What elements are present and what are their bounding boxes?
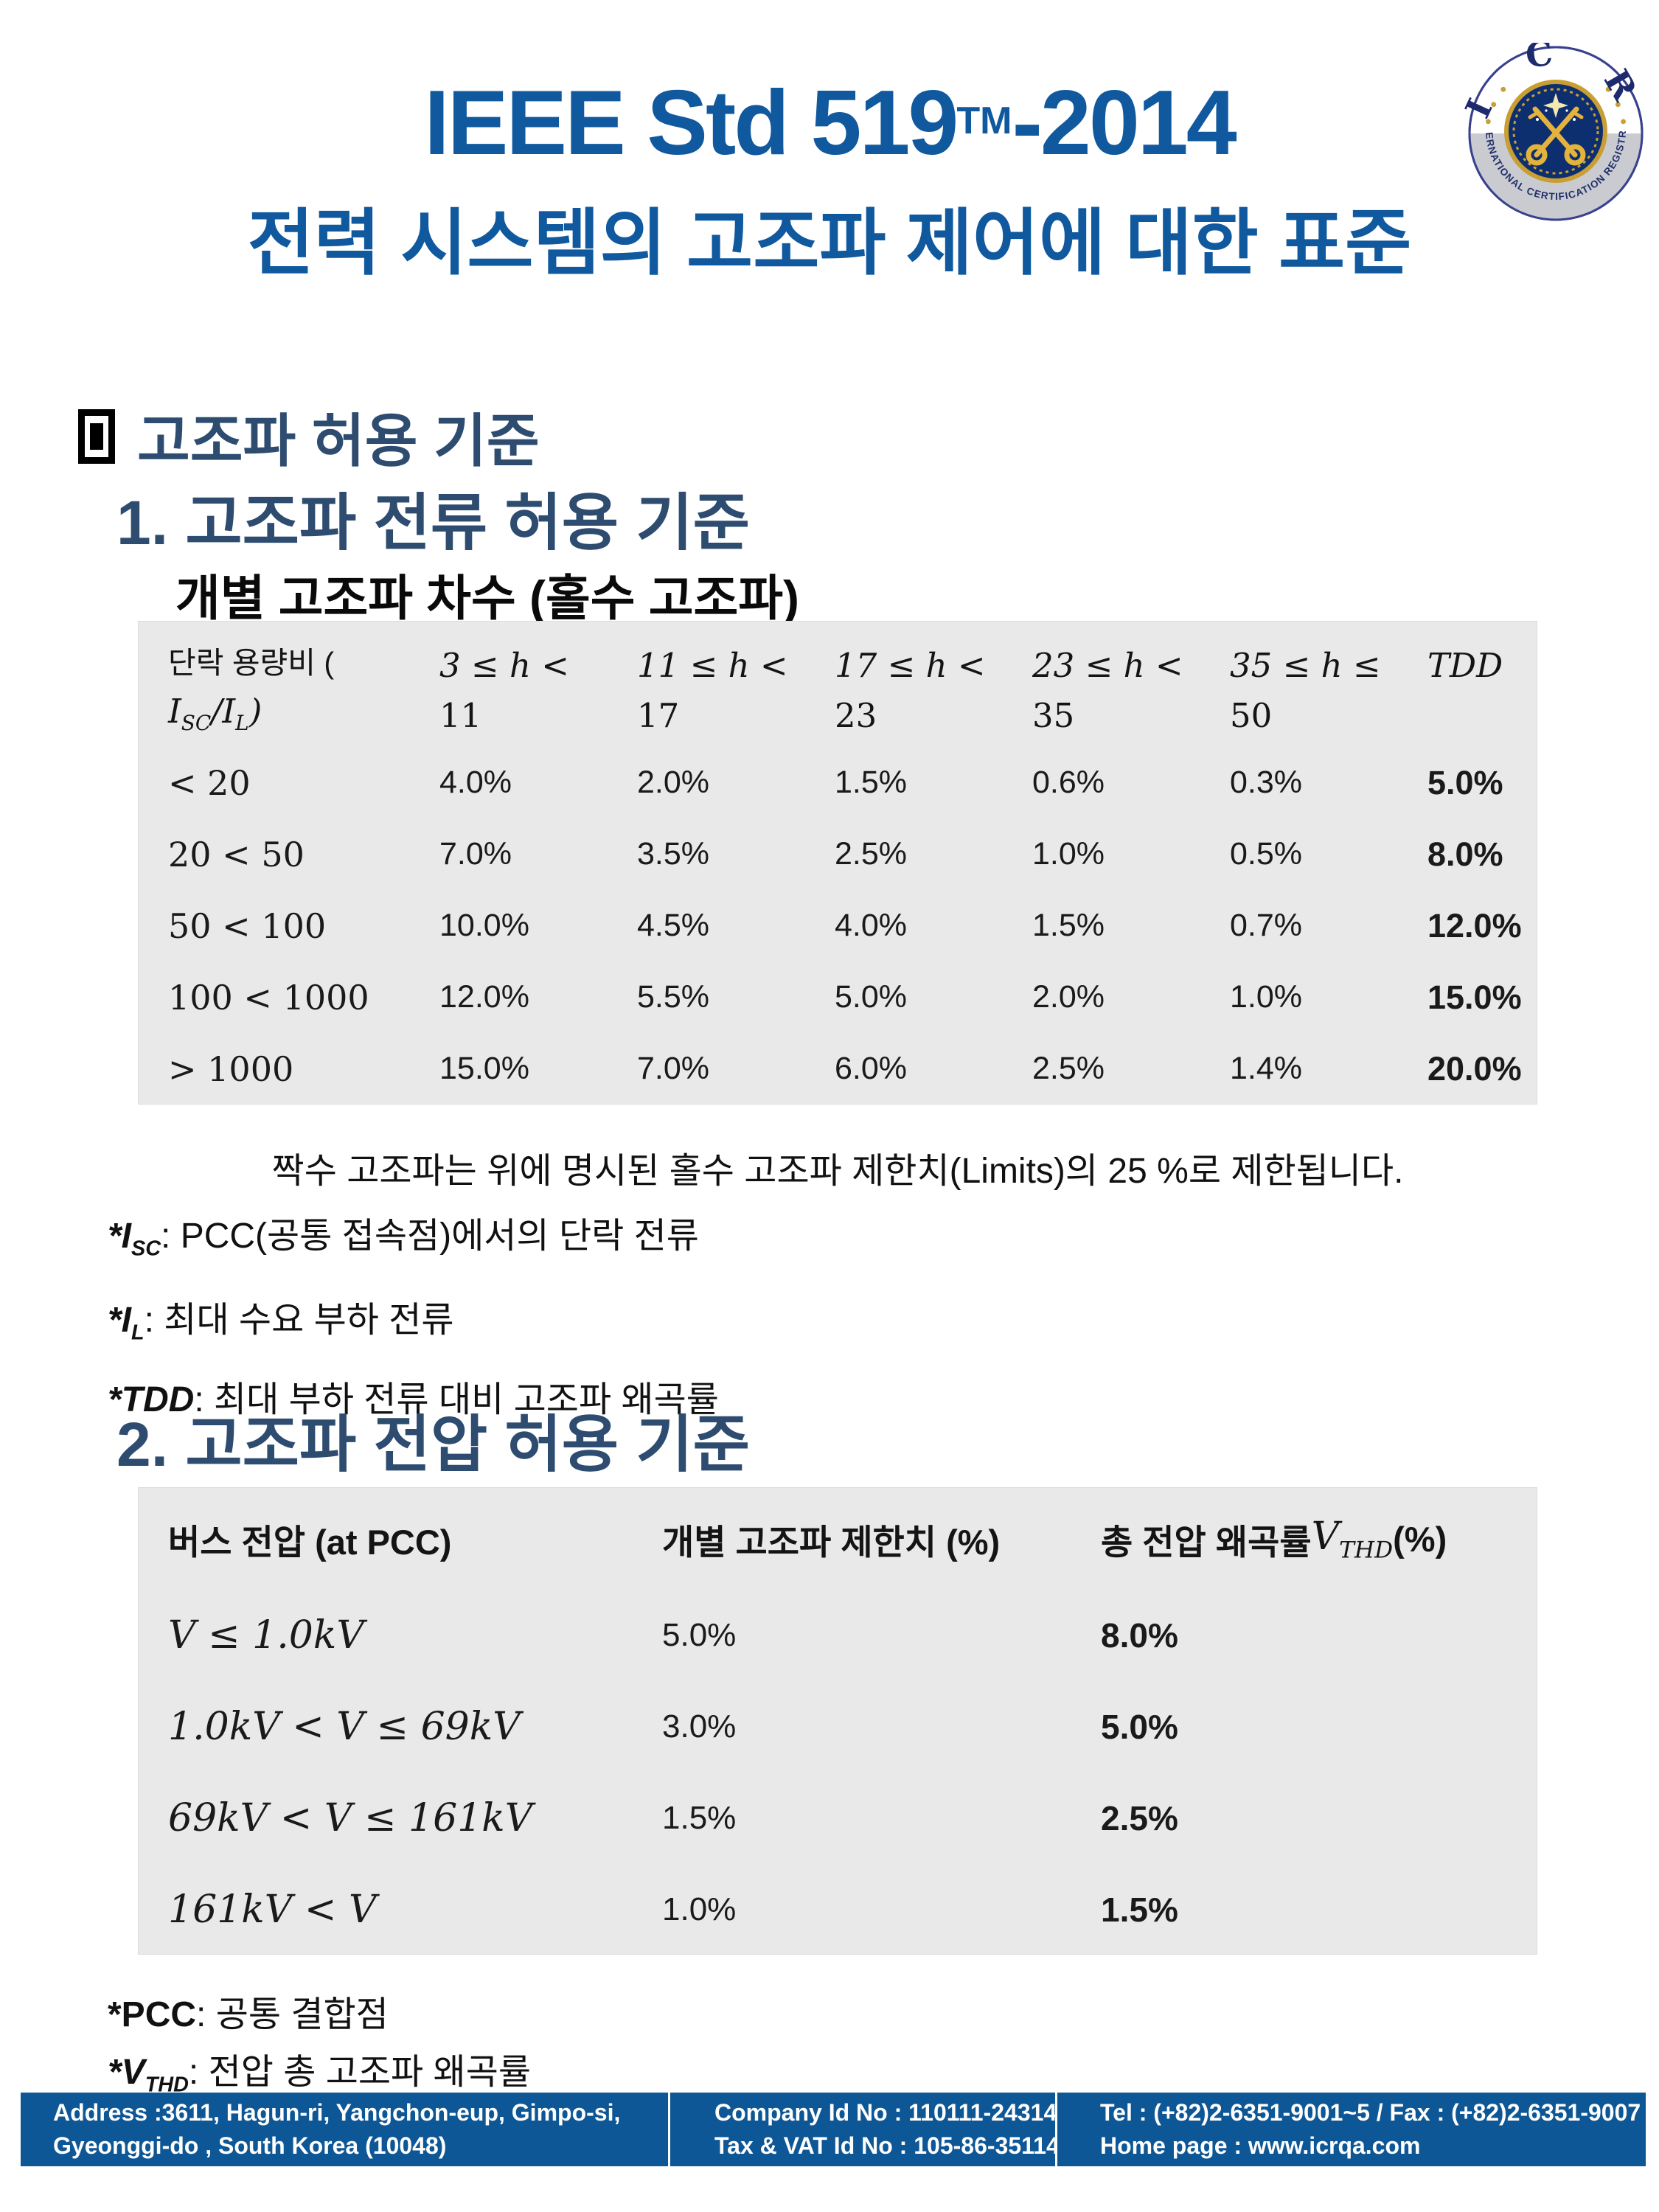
- t1-cell: 4.0%: [835, 908, 908, 943]
- t1-cell: 0.5%: [1230, 836, 1303, 872]
- t1-cell: 7.0%: [637, 1051, 710, 1086]
- t1-row-label: 100 < 1000: [168, 977, 369, 1018]
- section-heading-text: 고조파 허용 기준: [137, 408, 540, 473]
- square-bullet-icon: [78, 409, 115, 464]
- t1-cell: 2.0%: [1032, 979, 1105, 1015]
- t1-cell: 15.0%: [439, 1051, 529, 1086]
- t1-cell: 2.5%: [835, 836, 908, 872]
- t1-cell: 0.3%: [1230, 765, 1303, 800]
- t2-row-label: 161kV < V: [168, 1888, 377, 1932]
- t1-header-ratio: 단락 용량비 ( ISC/IL): [168, 646, 335, 735]
- t1-cell: 1.5%: [835, 765, 908, 800]
- page-title: IEEE Std 519TM-2014: [0, 71, 1659, 175]
- footer-tel-fax: Tel : (+82)2-6351-9001~5 / Fax : (+82)2-…: [1100, 2099, 1641, 2126]
- t1-header-col: 11 ≤ h <17: [637, 646, 788, 735]
- t1-cell-tdd: 20.0%: [1427, 1049, 1522, 1088]
- t2-header-vthd: 총 전압 왜곡률 VTHD (%): [1101, 1514, 1447, 1564]
- footer-homepage: Home page : www.icrqa.com: [1100, 2132, 1421, 2159]
- t2-header-individual: 개별 고조파 제한치 (%): [662, 1522, 1001, 1562]
- harmonic-voltage-limits-table: 버스 전압 (at PCC) 개별 고조파 제한치 (%) 총 전압 왜곡률 V…: [138, 1487, 1537, 1955]
- t1-cell: 3.5%: [637, 836, 710, 872]
- section-1-subheading: 개별 고조파 차수 (홀수 고조파): [175, 571, 799, 625]
- footer-company-id: Company Id No : 110111-243147: [714, 2099, 1057, 2126]
- t1-cell: 1.0%: [1032, 836, 1105, 872]
- t2-header-bus: 버스 전압 (at PCC): [168, 1522, 452, 1562]
- page-subtitle: 전력 시스템의 고조파 제어에 대한 표준: [247, 202, 1412, 283]
- footnote-pcc: *PCC: 공통 결합점: [108, 1995, 389, 2034]
- t2-cell-vthd: 8.0%: [1101, 1616, 1178, 1655]
- t1-header-col: 35 ≤ h ≤50: [1230, 646, 1381, 735]
- harmonic-current-limits-table: 단락 용량비 ( ISC/IL) 3 ≤ h <11 11 ≤ h <17 17…: [138, 621, 1537, 1105]
- section-1-heading: 1. 고조파 전류 허용 기준: [116, 488, 750, 557]
- t2-row-label: 69kV < V ≤ 161kV: [168, 1796, 533, 1840]
- t1-cell-tdd: 5.0%: [1427, 763, 1503, 801]
- t1-cell: 2.5%: [1032, 1051, 1105, 1086]
- section-2-heading: 2. 고조파 전압 허용 기준: [116, 1410, 750, 1479]
- t2-row-label: V ≤ 1.0kV: [168, 1613, 364, 1658]
- t1-cell: 12.0%: [439, 979, 529, 1015]
- t1-cell: 2.0%: [637, 765, 710, 800]
- t1-cell: 5.0%: [835, 979, 908, 1015]
- t1-cell-tdd: 8.0%: [1427, 835, 1503, 873]
- t1-cell: 7.0%: [439, 836, 512, 872]
- t2-cell-vthd: 2.5%: [1101, 1799, 1178, 1837]
- t1-cell: 6.0%: [835, 1051, 908, 1086]
- title-main: IEEE Std 519: [424, 72, 959, 174]
- trademark-superscript: TM: [956, 100, 1012, 142]
- footnote-vthd: *VTHD: 전압 총 고조파 왜곡률: [108, 2053, 532, 2097]
- footer-contact: Tel : (+82)2-6351-9001~5 / Fax : (+82)2-…: [1057, 2093, 1646, 2166]
- t1-header-col: 23 ≤ h <35: [1032, 646, 1183, 735]
- t2-row-label: 1.0kV < V ≤ 69kV: [168, 1705, 521, 1749]
- title-year: -2014: [1012, 72, 1237, 174]
- footer-tax-id: Tax & VAT Id No : 105-86-35114: [714, 2132, 1057, 2159]
- t1-cell: 5.5%: [637, 979, 710, 1015]
- t2-cell-vthd: 1.5%: [1101, 1891, 1178, 1929]
- t1-cell-tdd: 12.0%: [1427, 906, 1522, 945]
- t2-cell-limit: 3.0%: [662, 1708, 737, 1745]
- t1-header-tdd: TDD: [1427, 646, 1503, 685]
- footer-address: Address :3611, Hagun-ri, Yangchon-eup, G…: [21, 2093, 668, 2166]
- t1-row-label: > 1000: [168, 1048, 294, 1089]
- footnote-isc: *ISC: PCC(공통 접속점)에서의 단락 전류: [108, 1217, 699, 1261]
- t1-cell: 1.5%: [1032, 908, 1105, 943]
- footer-bar: Address :3611, Hagun-ri, Yangchon-eup, G…: [21, 2093, 1646, 2166]
- t2-cell-limit: 1.0%: [662, 1891, 737, 1927]
- logo-ring-stars: [1486, 86, 1626, 125]
- t1-cell: 0.6%: [1032, 765, 1105, 800]
- footer-address-line1: Address :3611, Hagun-ri, Yangchon-eup, G…: [53, 2099, 621, 2126]
- footnote-tdd: *TDD: 최대 부하 전류 대비 고조파 왜곡률: [108, 1380, 719, 1419]
- t1-cell: 10.0%: [439, 908, 529, 943]
- star-icon: [1543, 93, 1568, 118]
- t1-cell: 4.5%: [637, 908, 710, 943]
- t1-cell: 1.4%: [1230, 1051, 1303, 1086]
- t1-header-col: 17 ≤ h <23: [835, 646, 986, 735]
- t2-cell-limit: 5.0%: [662, 1617, 737, 1653]
- t1-row-label: < 20: [168, 762, 251, 803]
- crossed-keys-icon: [1526, 106, 1586, 166]
- t2-cell-vthd: 5.0%: [1101, 1708, 1178, 1746]
- icr-logo: I C R INTERNATIONAL CERTIFICATION REGIST…: [1464, 43, 1644, 221]
- even-harmonics-note: 짝수 고조파는 위에 명시된 홀수 고조파 제한치(Limits)의 25 %로…: [271, 1152, 1404, 1191]
- logo-emblem: [1504, 80, 1607, 183]
- t1-header-col: 3 ≤ h <11: [439, 646, 569, 735]
- footnote-il: *IL: 최대 수요 부하 전류: [108, 1301, 454, 1345]
- section-heading-allowance: 고조파 허용 기준: [78, 395, 540, 478]
- t1-row-label: 50 < 100: [168, 905, 327, 946]
- t1-cell: 4.0%: [439, 765, 512, 800]
- t1-cell: 0.7%: [1230, 908, 1303, 943]
- footer-company-ids: Company Id No : 110111-243147 Tax & VAT …: [668, 2093, 1057, 2166]
- t2-cell-limit: 1.5%: [662, 1800, 737, 1836]
- t1-row-label: 20 < 50: [168, 834, 305, 874]
- t1-cell: 1.0%: [1230, 979, 1303, 1015]
- footer-address-line2: Gyeonggi-do , South Korea (10048): [53, 2132, 447, 2159]
- t1-cell-tdd: 15.0%: [1427, 978, 1522, 1016]
